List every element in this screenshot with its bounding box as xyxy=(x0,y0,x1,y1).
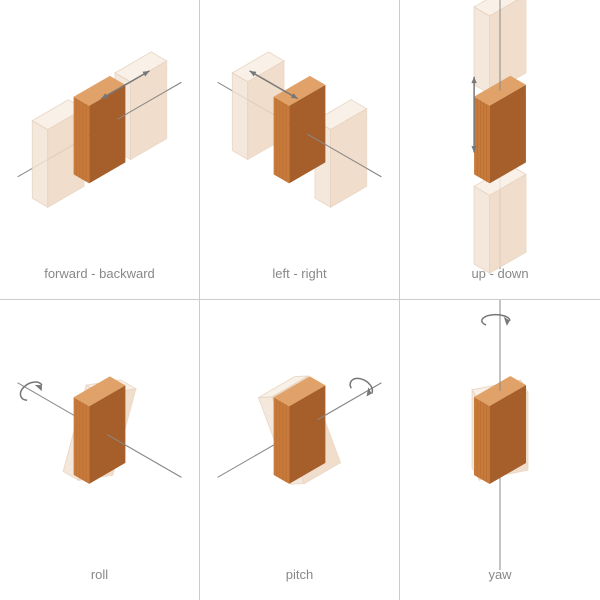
cell-pitch: pitch xyxy=(200,300,400,600)
canvas-up-down xyxy=(400,0,600,299)
dof-grid: forward - backward left - right up - dow… xyxy=(0,0,600,600)
label-roll: roll xyxy=(0,567,199,582)
cell-yaw: yaw xyxy=(400,300,600,600)
label-left-right: left - right xyxy=(200,266,399,281)
label-yaw: yaw xyxy=(400,567,600,582)
label-forward-backward: forward - backward xyxy=(0,266,199,281)
canvas-yaw xyxy=(400,300,600,600)
canvas-forward-backward xyxy=(0,0,199,299)
canvas-left-right xyxy=(200,0,399,299)
cell-forward-backward: forward - backward xyxy=(0,0,200,300)
cell-left-right: left - right xyxy=(200,0,400,300)
canvas-roll xyxy=(0,300,199,600)
cell-roll: roll xyxy=(0,300,200,600)
canvas-pitch xyxy=(200,300,399,600)
cell-up-down: up - down xyxy=(400,0,600,300)
label-up-down: up - down xyxy=(400,266,600,281)
label-pitch: pitch xyxy=(200,567,399,582)
